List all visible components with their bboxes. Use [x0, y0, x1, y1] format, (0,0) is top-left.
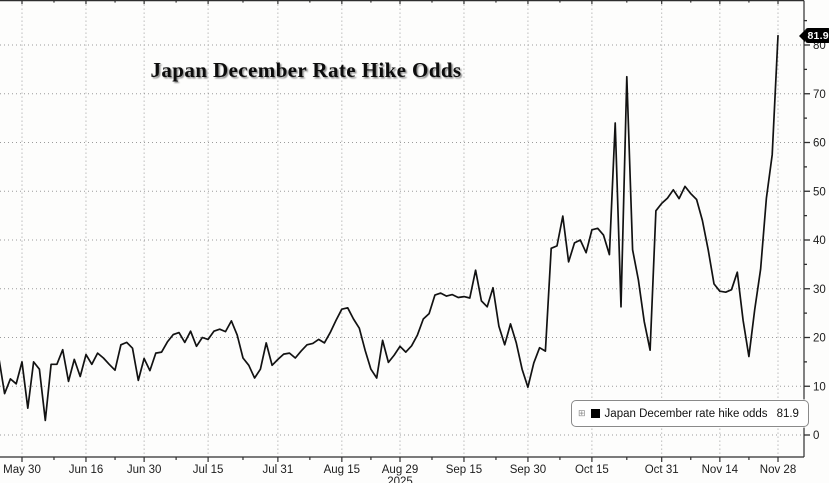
svg-text:60: 60 — [813, 138, 826, 150]
legend-series-swatch-icon — [590, 409, 600, 418]
svg-text:Nov 28: Nov 28 — [760, 464, 796, 476]
svg-text:Nov 14: Nov 14 — [702, 464, 739, 476]
svg-text:Oct 15: Oct 15 — [575, 464, 609, 476]
badge-value: 81.9 — [805, 28, 829, 44]
legend-expander-icon[interactable]: ⊞ — [578, 408, 586, 418]
legend[interactable]: ⊞ Japan December rate hike odds 81.9 — [571, 400, 809, 427]
chart-title: Japan December Rate Hike Odds — [150, 58, 462, 82]
svg-text:20: 20 — [813, 333, 826, 345]
svg-text:Oct 31: Oct 31 — [645, 464, 679, 476]
legend-series-value: 81.9 — [776, 407, 799, 420]
svg-text:Sep 30: Sep 30 — [510, 464, 546, 476]
grid-layer — [0, 0, 804, 457]
svg-text:10: 10 — [813, 381, 826, 393]
axes-layer — [0, 0, 805, 458]
svg-text:Jun 16: Jun 16 — [69, 464, 104, 476]
legend-series-label: Japan December rate hike odds — [604, 407, 768, 420]
x-axis-ticks — [21, 0, 779, 462]
svg-text:May 30: May 30 — [3, 464, 41, 476]
svg-text:Jul 31: Jul 31 — [263, 464, 294, 476]
svg-text:Jul 15: Jul 15 — [193, 464, 224, 476]
x-axis-labels: May 30 Jun 16 Jun 30 Jul 15 Jul 31 Aug 15 Aug … — [3, 464, 796, 483]
svg-text:70: 70 — [813, 89, 826, 101]
svg-text:30: 30 — [813, 284, 826, 296]
last-value-badge: 81.9 — [799, 27, 829, 44]
svg-text:50: 50 — [813, 186, 826, 198]
badge-arrow-icon — [799, 29, 805, 42]
svg-text:Aug 15: Aug 15 — [324, 464, 360, 476]
svg-text:Jun 30: Jun 30 — [127, 464, 162, 476]
svg-text:40: 40 — [813, 235, 826, 247]
series-line — [0, 34, 779, 422]
svg-text:Sep 15: Sep 15 — [446, 464, 482, 476]
svg-text:Aug 29: Aug 29 — [382, 464, 418, 476]
svg-text:0: 0 — [813, 430, 819, 442]
y-axis-ticks — [804, 19, 810, 436]
x-axis-year-label: 2025 — [387, 476, 413, 483]
